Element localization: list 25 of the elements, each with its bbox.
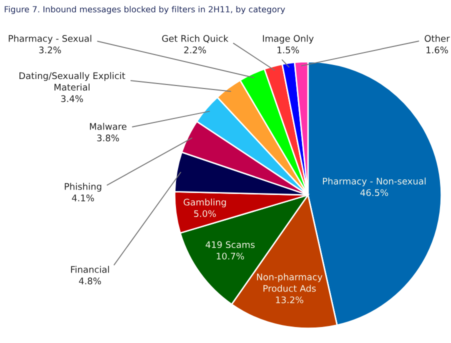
data-label: 13.2% xyxy=(276,296,304,304)
data-label: 10.7% xyxy=(216,252,244,260)
slice-label: Image Only xyxy=(262,34,314,44)
chart-title: Figure 7. Inbound messages blocked by filters in 2H11, by category xyxy=(4,6,286,14)
data-label: 3.8% xyxy=(97,134,119,142)
slice-label: Non-pharmacy Product Ads xyxy=(257,273,322,292)
slice-label: Gambling xyxy=(184,198,226,208)
slice-label: Pharmacy - Sexual xyxy=(8,34,92,44)
data-label: 3.2% xyxy=(39,46,61,54)
data-label: 3.4% xyxy=(61,95,83,102)
slice-label: Other xyxy=(424,34,450,42)
slice-label: Malware xyxy=(90,122,126,130)
data-label: 5.0% xyxy=(194,210,216,218)
slice-label: Phishing xyxy=(64,182,102,192)
data-label: 4.1% xyxy=(72,194,94,202)
data-label: 2.2% xyxy=(184,46,206,54)
slice-label: Dating/Sexually Explicit Material xyxy=(19,72,126,91)
slice-label: Get Rich Quick xyxy=(162,34,228,43)
slice-label: Financial xyxy=(71,266,109,273)
data-label: 4.8% xyxy=(78,278,101,284)
slice-label: 419 Scams xyxy=(206,241,255,248)
data-label: 1.5% xyxy=(278,46,299,54)
data-label: 46.5% xyxy=(360,189,388,196)
data-label: 1.6% xyxy=(426,46,448,54)
slice-label: Pharmacy - Non-sexual xyxy=(322,178,426,186)
